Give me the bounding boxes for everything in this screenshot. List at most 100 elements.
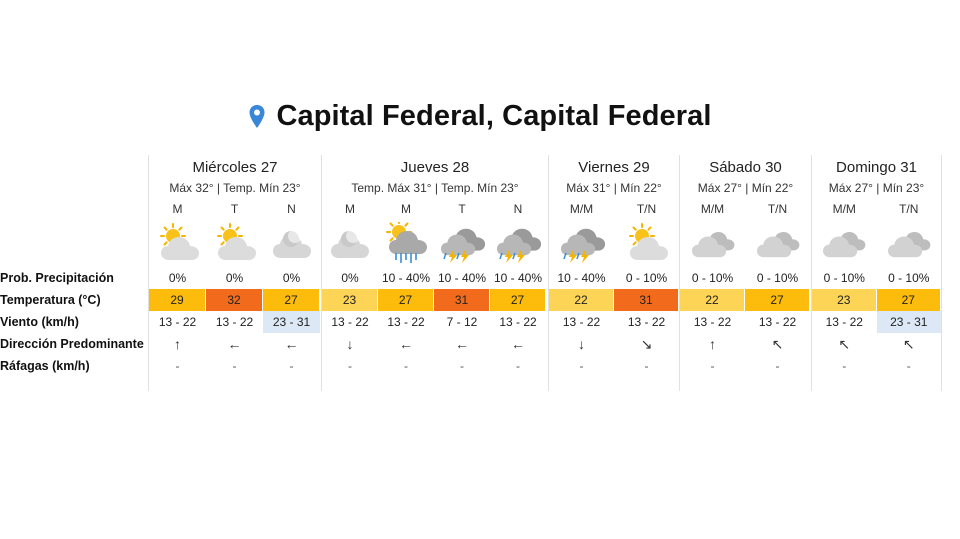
precip-value: 0% xyxy=(341,271,359,285)
period-label: T xyxy=(458,202,466,216)
location-header: Capital Federal, Capital Federal xyxy=(0,100,960,133)
precip-value: 10 - 40% xyxy=(381,271,431,285)
day-name: Domingo 31 xyxy=(836,159,917,176)
period-column: M/M 0 - 10% 23 13 - 22 ↖ - xyxy=(812,197,877,377)
precip-value: 0 - 10% xyxy=(756,271,799,285)
row-label-wind: Viento (km/h) xyxy=(0,315,79,329)
wind-value: 13 - 22 xyxy=(758,315,797,329)
period-column: N 10 - 40% 27 13 - 22 ← - xyxy=(490,197,546,377)
wind-value: 13 - 22 xyxy=(562,315,601,329)
period-label: M xyxy=(401,202,411,216)
period-column: T 10 - 40% 31 7 - 12 ← - xyxy=(434,197,490,377)
partly-cloudy-moon-icon xyxy=(322,219,378,267)
period-column: M 10 - 40% 27 13 - 22 ← - xyxy=(378,197,434,377)
thunderstorm-icon xyxy=(549,219,614,267)
partly-cloudy-sun-icon xyxy=(206,219,263,267)
precip-value: 0% xyxy=(225,271,244,285)
gust-value: - xyxy=(289,359,294,373)
row-label-direction: Dirección Predominante xyxy=(0,337,144,351)
precip-value: 10 - 40% xyxy=(437,271,487,285)
wind-value: 23 - 31 xyxy=(876,311,941,333)
partly-cloudy-sun-icon xyxy=(614,219,679,267)
wind-value: 13 - 22 xyxy=(215,315,254,329)
wind-direction-arrow-icon: ← xyxy=(399,336,413,352)
period-column: M 0% 23 13 - 22 ↓ - xyxy=(322,197,378,377)
day-name: Sábado 30 xyxy=(709,159,782,176)
temperature-value: 27 xyxy=(490,289,546,311)
temperature-value: 32 xyxy=(206,289,263,311)
period-label: M/M xyxy=(569,202,594,216)
row-label-temp: Temperatura (°C) xyxy=(0,293,101,307)
wind-direction-arrow-icon: ↓ xyxy=(346,336,354,352)
period-column: M/M 0 - 10% 22 13 - 22 ↑ - xyxy=(680,197,745,377)
wind-value: 13 - 22 xyxy=(331,315,369,329)
rain-sun-icon xyxy=(378,219,434,267)
day-column: Sábado 30 Máx 27° | Mín 22° M/M 0 - 10% 22 1… xyxy=(679,155,811,391)
wind-direction-arrow-icon: ↘ xyxy=(640,336,653,352)
day-minmax: Máx 27° | Mín 22° xyxy=(697,181,794,195)
period-label: T/N xyxy=(899,202,919,216)
row-labels: Prob. Precipitación Temperatura (°C) Vie… xyxy=(0,267,150,377)
day-name: Viernes 29 xyxy=(578,159,650,176)
gust-value: - xyxy=(906,359,911,373)
gust-value: - xyxy=(579,359,584,373)
gust-value: - xyxy=(175,359,180,373)
gust-value: - xyxy=(348,359,352,373)
wind-direction-arrow-icon: ↖ xyxy=(771,336,784,352)
precip-value: 10 - 40% xyxy=(557,271,606,285)
day-column: Domingo 31 Máx 27° | Mín 23° M/M 0 - 10% 23… xyxy=(811,155,942,391)
temperature-value: 23 xyxy=(322,289,378,311)
temperature-value: 22 xyxy=(549,289,614,311)
period-label: M xyxy=(345,202,355,216)
precip-value: 0 - 10% xyxy=(823,271,865,285)
gust-value: - xyxy=(404,359,408,373)
day-name: Jueves 28 xyxy=(400,159,470,176)
cloudy-icon xyxy=(680,219,745,267)
gust-value: - xyxy=(460,359,464,373)
row-label-gusts: Ráfagas (km/h) xyxy=(0,359,90,373)
precip-value: 0% xyxy=(168,271,187,285)
temperature-value: 29 xyxy=(149,289,206,311)
wind-direction-arrow-icon: ↖ xyxy=(902,336,915,352)
day-column: Jueves 28 Temp. Máx 31° | Temp. Mín 23° M … xyxy=(321,155,548,391)
precip-value: 0 - 10% xyxy=(888,271,930,285)
day-minmax: Máx 27° | Mín 23° xyxy=(828,181,925,195)
day-column: Miércoles 27 Máx 32° | Temp. Mín 23° M 0% 2… xyxy=(148,155,321,391)
temperature-value: 31 xyxy=(614,289,679,311)
wind-direction-arrow-icon: ↓ xyxy=(578,336,585,352)
period-label: N xyxy=(513,202,523,216)
gust-value: - xyxy=(232,359,237,373)
partly-cloudy-sun-icon xyxy=(149,219,206,267)
period-column: M 0% 29 13 - 22 ↑ - xyxy=(149,197,206,377)
day-minmax: Temp. Máx 31° | Temp. Mín 23° xyxy=(351,181,519,195)
forecast-table: Miércoles 27 Máx 32° | Temp. Mín 23° M 0% 2… xyxy=(148,155,942,391)
thunderstorm-icon xyxy=(490,219,546,267)
row-label-precip: Prob. Precipitación xyxy=(0,271,114,285)
period-label: T/N xyxy=(767,202,788,216)
wind-value: 13 - 22 xyxy=(825,315,863,329)
page-title: Capital Federal, Capital Federal xyxy=(276,100,712,132)
gust-value: - xyxy=(775,359,780,373)
temperature-value: 23 xyxy=(812,289,877,311)
period-label: M/M xyxy=(700,202,725,216)
wind-direction-arrow-icon: ↖ xyxy=(838,336,851,352)
wind-direction-arrow-icon: ↑ xyxy=(174,336,181,352)
wind-value: 13 - 22 xyxy=(158,315,197,329)
temperature-value: 27 xyxy=(745,289,810,311)
period-column: M/M 10 - 40% 22 13 - 22 ↓ - xyxy=(549,197,614,377)
wind-direction-arrow-icon: ← xyxy=(455,336,469,352)
precip-value: 0 - 10% xyxy=(625,271,668,285)
gust-value: - xyxy=(516,359,520,373)
precip-value: 0% xyxy=(282,271,301,285)
precip-value: 0 - 10% xyxy=(691,271,734,285)
wind-direction-arrow-icon: ← xyxy=(284,336,299,352)
wind-direction-arrow-icon: ↑ xyxy=(709,336,716,352)
wind-direction-arrow-icon: ← xyxy=(511,336,525,352)
wind-direction-arrow-icon: ← xyxy=(227,336,242,352)
temperature-value: 27 xyxy=(263,289,320,311)
gust-value: - xyxy=(842,359,847,373)
wind-value: 13 - 22 xyxy=(693,315,732,329)
period-column: T/N 0 - 10% 27 23 - 31 ↖ - xyxy=(876,197,941,377)
wind-value: 13 - 22 xyxy=(499,315,537,329)
period-label: T xyxy=(230,202,239,216)
